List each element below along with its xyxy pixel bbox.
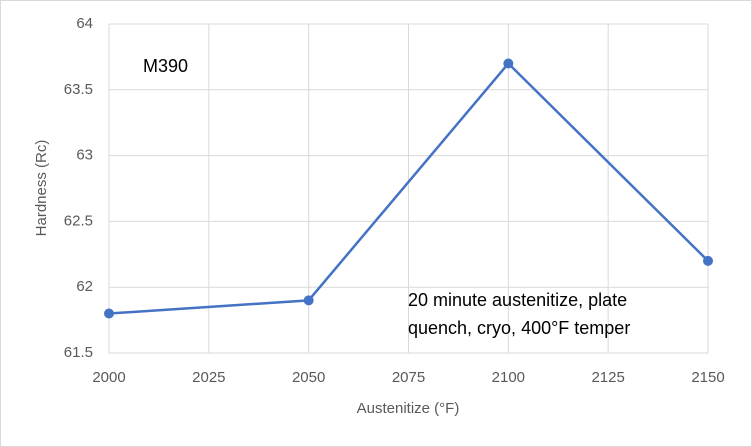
x-axis-label: Austenitize (°F) — [357, 400, 460, 417]
x-tick-label: 2075 — [392, 369, 425, 386]
y-tick-label: 62.5 — [64, 212, 93, 229]
annotation: M390 — [143, 56, 188, 76]
y-tick-label: 64 — [76, 15, 93, 32]
data-point — [703, 255, 713, 266]
annotation: 20 minute austenitize, plate — [408, 290, 627, 310]
y-tick-label: 63.5 — [64, 81, 93, 98]
x-tick-label: 2150 — [691, 369, 724, 386]
y-tick-label: 62 — [76, 278, 93, 295]
y-tick-label: 63 — [76, 147, 93, 164]
x-tick-label: 2125 — [591, 369, 624, 386]
x-tick-label: 2050 — [292, 369, 325, 386]
series-line — [108, 61, 709, 315]
x-tick-label: 2100 — [492, 369, 525, 386]
y-tick-label: 61.5 — [64, 344, 93, 361]
data-point — [303, 295, 314, 306]
y-axis-label: Hardness (Rc) — [33, 140, 50, 237]
annotation: quench, cryo, 400°F temper — [408, 318, 630, 338]
x-tick-label: 2000 — [92, 369, 125, 386]
x-tick-label: 2025 — [192, 369, 225, 386]
data-point — [104, 308, 114, 319]
data-point — [503, 58, 514, 69]
